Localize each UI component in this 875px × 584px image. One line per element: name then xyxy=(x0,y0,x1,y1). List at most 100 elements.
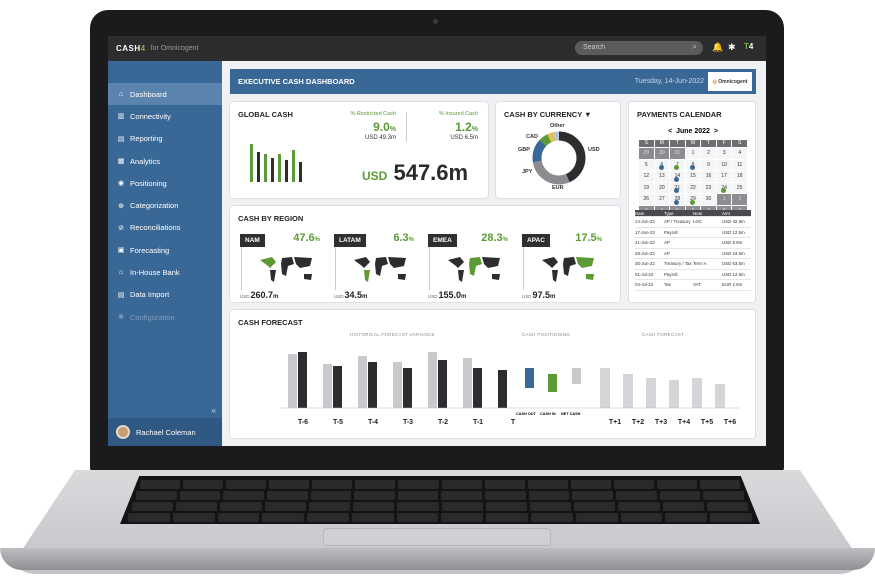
page-title: EXECUTIVE CASH DASHBOARD xyxy=(238,77,355,86)
table-row[interactable]: 21-Jun-22 AP USD 8.9m xyxy=(635,238,751,249)
sidebar-item-label: Configuration xyxy=(130,312,175,322)
calendar-day[interactable]: 25 xyxy=(732,182,747,193)
region-apac[interactable]: APAC 17.5% USD97.5m xyxy=(522,230,602,300)
calendar-day[interactable]: 15 xyxy=(685,171,701,182)
calendar-day[interactable]: 13 xyxy=(654,171,670,182)
table-row[interactable]: 04-Jul-22 Tax VAT EUR 2.6m xyxy=(635,280,751,291)
calendar-day[interactable]: 20 xyxy=(654,182,670,193)
app-logo[interactable]: CASH4 xyxy=(116,44,146,53)
region-latam[interactable]: LATAM 6.3% USD34.5m xyxy=(334,230,414,300)
calendar-day[interactable]: 8 xyxy=(685,159,701,170)
calendar-day[interactable]: 18 xyxy=(732,171,747,182)
card-title[interactable]: CASH BY CURRENCY ▼ xyxy=(504,110,592,119)
key xyxy=(264,502,306,511)
key xyxy=(570,480,611,489)
calendar-day[interactable]: 4 xyxy=(732,148,747,159)
table-row[interactable]: 17-Jun-22 Payroll USD 12.5m xyxy=(635,228,751,238)
sidebar-item-label: Reporting xyxy=(130,134,163,144)
sidebar-item-positioning[interactable]: ◉ Positioning xyxy=(108,172,222,194)
jpy-slice xyxy=(532,131,586,185)
calendar-day[interactable]: 6 xyxy=(654,159,670,170)
forecast-bar xyxy=(646,378,656,408)
calendar-day[interactable]: 30 xyxy=(701,194,716,205)
calendar-day[interactable]: 29 xyxy=(639,148,654,159)
prev-month-button[interactable]: < xyxy=(668,128,673,135)
sidebar-item-label: Forecasting xyxy=(130,245,170,255)
user-menu-mark: 4 xyxy=(748,42,754,51)
key xyxy=(485,502,527,511)
calendar-day[interactable]: 21 xyxy=(670,182,685,193)
calendar-day[interactable]: 14 xyxy=(670,171,685,182)
sidebar-item-connectivity[interactable]: ▥ Connectivity xyxy=(108,105,222,127)
calendar-day[interactable]: 11 xyxy=(732,159,747,170)
calendar-day[interactable]: 2 xyxy=(701,148,716,159)
table-row[interactable]: 30-Jun-22 Treasury / Tax Term A USD 63.5m xyxy=(635,259,751,270)
calendar-day[interactable]: 31 xyxy=(670,148,685,159)
calendar-day[interactable]: 28 xyxy=(670,194,685,205)
calendar-day[interactable]: 1 xyxy=(716,194,732,205)
forecast-bar xyxy=(623,374,633,408)
bank-icon: ▥ xyxy=(117,113,125,121)
calendar-day[interactable]: 23 xyxy=(701,182,716,193)
sidebar-item-in-house-bank[interactable]: ⌂ In-House Bank xyxy=(108,261,222,283)
calendar-day[interactable]: 3 xyxy=(716,148,732,159)
calendar-day[interactable]: 24 xyxy=(716,182,732,193)
sidebar-item-reconciliations[interactable]: ⊘ Reconciliations xyxy=(108,217,222,239)
bell-icon[interactable]: 🔔 xyxy=(712,42,724,52)
table-row[interactable]: 01-Jul-22 Payroll USD 12.5m xyxy=(635,270,751,280)
region-emea[interactable]: EMEA 28.3% USD155.0m xyxy=(428,230,508,300)
forecast-chart xyxy=(280,352,740,409)
calendar-day[interactable]: 1 xyxy=(685,148,701,159)
region-nam[interactable]: NAM 47.6% USD260.7m xyxy=(240,230,320,300)
sidebar-item-label: Connectivity xyxy=(130,111,171,121)
calendar-day[interactable]: 17 xyxy=(716,171,732,182)
calendar-day[interactable]: 9 xyxy=(701,159,716,170)
period-label: T-5 xyxy=(332,419,344,426)
sidebar-item-data-import[interactable]: ▤ Data Import xyxy=(108,284,222,306)
calendar-day[interactable]: 5 xyxy=(639,159,654,170)
sidebar-item-configuration[interactable]: ✱ Configuration xyxy=(108,306,222,328)
key xyxy=(527,480,568,489)
calendar-day[interactable]: 29 xyxy=(685,194,701,205)
calendar-day[interactable]: 27 xyxy=(654,194,670,205)
key xyxy=(397,491,439,500)
cash-flow-bar xyxy=(572,368,581,384)
table-row[interactable]: 28-Jun-22 AP USD 24.6m xyxy=(635,249,751,259)
region-value: USD260.7m xyxy=(240,290,279,300)
calendar-day[interactable]: 2 xyxy=(732,194,747,205)
calendar-day[interactable]: 12 xyxy=(639,171,654,182)
sidebar-item-categorization[interactable]: ⊕ Categorization xyxy=(108,194,222,216)
total-cash: USD 547.6m xyxy=(362,160,469,185)
card-title: CASH FORECAST xyxy=(238,318,303,327)
collapse-sidebar-icon[interactable]: « xyxy=(211,406,216,415)
calendar-day[interactable]: 16 xyxy=(701,171,716,182)
key xyxy=(613,480,654,489)
eur-slice xyxy=(532,131,586,185)
next-month-button[interactable]: > xyxy=(713,128,718,135)
sidebar-item-analytics[interactable]: ▦ Analytics xyxy=(108,150,222,172)
search-input[interactable]: Search ⌕ xyxy=(575,41,703,55)
user-menu[interactable]: T4 xyxy=(744,42,754,51)
key xyxy=(616,491,657,500)
calendar-day[interactable]: 10 xyxy=(716,159,732,170)
calendar-day[interactable]: 7 xyxy=(670,159,685,170)
cell-amt: USD 12.5m xyxy=(722,229,745,235)
calendar-day[interactable]: 30 xyxy=(654,148,670,159)
gear-icon[interactable]: ✱ xyxy=(728,42,736,52)
table-row[interactable]: 14-Jun-22 AP / Treasury LOC USD 42.9m xyxy=(635,217,751,228)
calendar-day[interactable]: 26 xyxy=(639,194,654,205)
cell-type: Payroll xyxy=(664,229,678,235)
calendar-day[interactable]: 19 xyxy=(639,182,654,193)
sidebar-item-reporting[interactable]: ▤ Reporting xyxy=(108,128,222,150)
restricted-pct-unit: % xyxy=(389,126,396,133)
sidebar-item-forecasting[interactable]: ▣ Forecasting xyxy=(108,239,222,261)
user-profile[interactable]: Rachael Coleman xyxy=(108,418,222,446)
period-label: T+3 xyxy=(654,419,668,426)
sidebar-item-dashboard[interactable]: ⌂ Dashboard xyxy=(108,83,222,106)
keyboard-row xyxy=(132,502,749,512)
calendar-day[interactable]: 22 xyxy=(685,182,701,193)
payment-dot xyxy=(674,188,680,193)
dashboard-header: EXECUTIVE CASH DASHBOARD Tuesday, 14-Jun… xyxy=(230,69,756,94)
section-forecast: CASH FORECAST xyxy=(642,332,685,337)
